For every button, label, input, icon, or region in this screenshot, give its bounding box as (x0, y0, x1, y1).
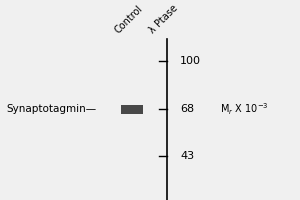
Text: Control: Control (113, 3, 145, 35)
Text: λ Ptase: λ Ptase (147, 3, 180, 35)
Text: 43: 43 (180, 151, 194, 161)
Text: 68: 68 (180, 104, 194, 114)
Text: M$_r$ X 10$^{-3}$: M$_r$ X 10$^{-3}$ (220, 102, 269, 117)
Text: Synaptotagmin—: Synaptotagmin— (6, 104, 96, 114)
Bar (121, 105, 143, 114)
Text: 100: 100 (180, 56, 201, 66)
